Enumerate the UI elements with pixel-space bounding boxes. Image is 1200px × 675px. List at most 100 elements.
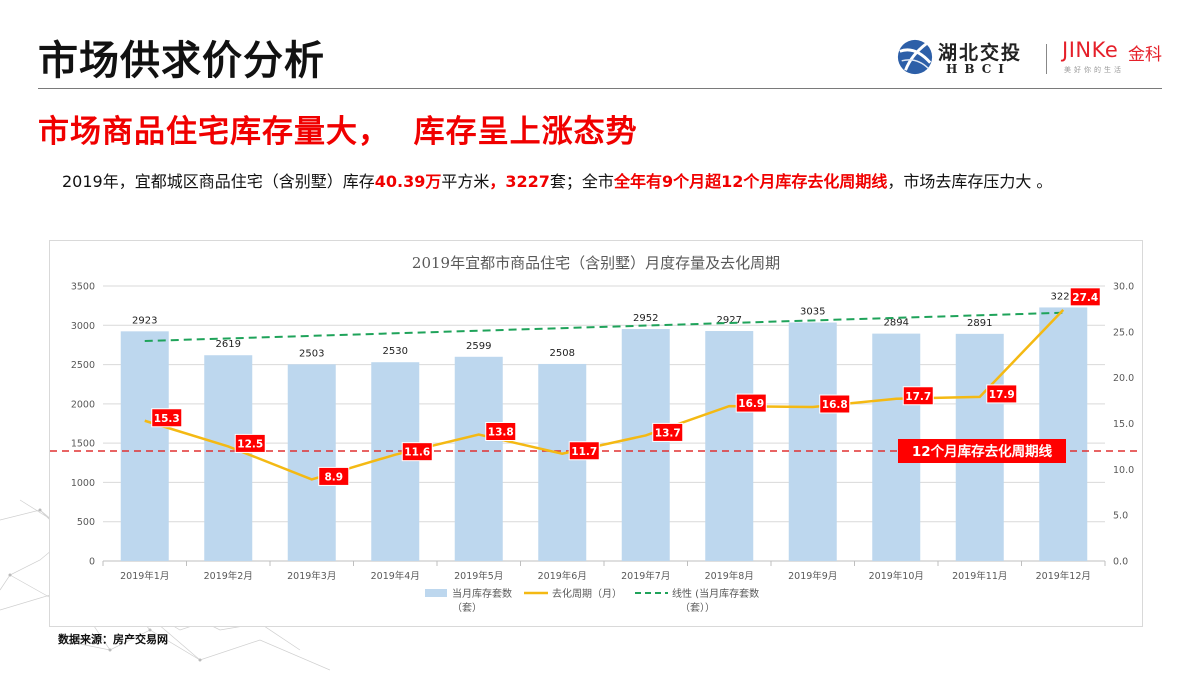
turnover-value-label: 13.8	[488, 427, 514, 439]
chart-title: 2019年宜都市商品住宅（含别墅）月度存量及去化周期	[412, 254, 780, 272]
legend-label: （套））	[680, 601, 715, 614]
bar-value-label: 2952	[633, 313, 658, 324]
bar	[705, 331, 754, 561]
turnover-value-label: 8.9	[324, 471, 343, 483]
legend-label: （套）	[452, 601, 482, 614]
bar-value-label: 2927	[717, 315, 742, 326]
hbci-logo-abbr: HBCI	[946, 62, 1011, 76]
right-axis-tick: 10.0	[1113, 465, 1134, 476]
bar	[287, 364, 336, 561]
summary-text: 2019年，宜都城区商品住宅（含别墅）库存40.39万平方米，3227套；全市全…	[62, 168, 1052, 192]
turnover-value-badge	[568, 441, 600, 461]
turnover-value-badge	[986, 384, 1018, 404]
turnover-value-label: 17.9	[989, 389, 1015, 401]
category-label: 2019年1月	[120, 570, 169, 582]
turnover-value-label: 13.7	[655, 427, 681, 439]
inventory-chart: 2019年宜都市商品住宅（含别墅）月度存量及去化周期 0 500 1000 1500 20…	[49, 240, 1143, 627]
left-axis-tick: 1500	[71, 439, 95, 450]
hbci-logo-text: 湖北交投	[938, 42, 1023, 64]
chart-canvas: 2019年宜都市商品住宅（含别墅）月度存量及去化周期 0 500 1000 1500 20…	[50, 254, 1142, 614]
right-axis-tick: 15.0	[1113, 419, 1134, 430]
left-axis-tick: 1000	[71, 478, 95, 489]
summary-highlight: ，3227	[489, 172, 550, 191]
section-subtitle: 市场商品住宅库存量大， 库存呈上涨态势	[38, 114, 638, 150]
jinke-logo-cn: 金科	[1128, 45, 1162, 65]
trendline	[144, 311, 1064, 342]
bar-value-label: 2503	[299, 348, 324, 359]
bar	[621, 329, 670, 561]
bar-value-label: 2508	[550, 348, 575, 359]
turnover-value-label: 11.6	[404, 447, 430, 459]
page-title: 市场供求价分析	[38, 38, 325, 84]
turnover-value-label: 11.7	[571, 446, 597, 458]
bar-value-label: 2599	[466, 341, 491, 352]
turnover-value-badge	[151, 408, 183, 428]
bar	[120, 331, 169, 561]
turnover-value-label: 27.4	[1072, 292, 1098, 304]
turnover-value-badge	[485, 422, 517, 441]
category-label: 2019年2月	[204, 570, 253, 582]
right-axis-tick: 25.0	[1113, 327, 1134, 338]
bar	[371, 362, 420, 561]
right-axis-tick: 30.0	[1113, 282, 1134, 293]
hbci-globe-icon	[897, 39, 933, 75]
category-label: 2019年4月	[371, 570, 420, 582]
summary-part: 2019年，宜都城区商品住宅（含别墅）库存	[62, 172, 375, 191]
data-source-note: 数据来源：房产交易网	[58, 633, 168, 646]
legend-label: 去化周期（月）	[552, 587, 622, 600]
bar	[1039, 307, 1088, 561]
logo-separator	[1046, 44, 1047, 74]
left-axis-tick: 3000	[71, 321, 95, 332]
turnover-value-badge	[234, 433, 266, 453]
turnover-value-badge	[318, 466, 350, 486]
title-divider	[38, 88, 1162, 89]
bar-value-label: 3227	[1051, 291, 1076, 302]
turnover-value-badge	[902, 386, 934, 406]
category-label: 2019年9月	[788, 570, 837, 582]
turnover-value-badge	[652, 422, 684, 442]
legend-label: 线性 (当月库存套数	[672, 587, 759, 600]
bar-value-label: 3035	[800, 307, 825, 318]
left-axis-tick: 2500	[71, 360, 95, 371]
bar-value-label: 2923	[132, 315, 157, 326]
category-label: 2019年12月	[1036, 570, 1091, 582]
left-axis-tick: 3500	[71, 282, 95, 293]
category-label: 2019年10月	[869, 570, 924, 582]
category-label: 2019年5月	[454, 570, 503, 582]
summary-highlight: 40.39万	[374, 172, 442, 191]
summary-part: 套；全市	[549, 172, 614, 191]
bar	[538, 363, 587, 561]
turnover-value-badge	[1069, 287, 1101, 307]
bar-value-label: 2530	[383, 346, 408, 357]
left-axis-tick: 0	[89, 557, 95, 568]
bar-value-label: 2891	[967, 318, 992, 329]
summary-part: 平方米	[441, 172, 490, 191]
right-axis-tick: 0.0	[1113, 557, 1128, 568]
threshold-label-box	[898, 439, 1066, 463]
company-logos: 湖北交投 HBCI JINKe 金科 美好你的生活	[896, 34, 1166, 80]
bar	[204, 355, 253, 561]
jinke-logo-text: JINKe	[1062, 38, 1119, 62]
legend-label: 当月库存套数	[452, 587, 512, 600]
category-label: 2019年8月	[705, 570, 754, 582]
summary-highlight: 全年有9个月超12个月库存去化周期线	[613, 172, 888, 191]
turnover-value-label: 16.8	[822, 399, 848, 411]
bar-value-label: 2894	[884, 318, 909, 329]
turnover-value-label: 15.3	[154, 413, 180, 425]
turnover-value-badge	[401, 442, 433, 462]
right-axis-tick: 5.0	[1113, 511, 1128, 522]
turnover-value-label: 17.7	[905, 391, 931, 403]
bar-value-label: 2619	[216, 339, 241, 350]
turnover-value-label: 12.5	[237, 438, 263, 450]
bar	[788, 322, 837, 561]
right-axis-tick: 20.0	[1113, 373, 1134, 384]
bar	[454, 356, 503, 561]
category-label: 2019年7月	[621, 570, 670, 582]
turnover-value-badge	[819, 394, 851, 414]
category-label: 2019年3月	[287, 570, 336, 582]
left-axis-tick: 2000	[71, 399, 95, 410]
turnover-value-badge	[735, 393, 767, 413]
summary-part: ，市场去库存压力大 。	[887, 172, 1053, 191]
jinke-slogan: 美好你的生活	[1064, 66, 1124, 74]
category-label: 2019年6月	[538, 570, 587, 582]
